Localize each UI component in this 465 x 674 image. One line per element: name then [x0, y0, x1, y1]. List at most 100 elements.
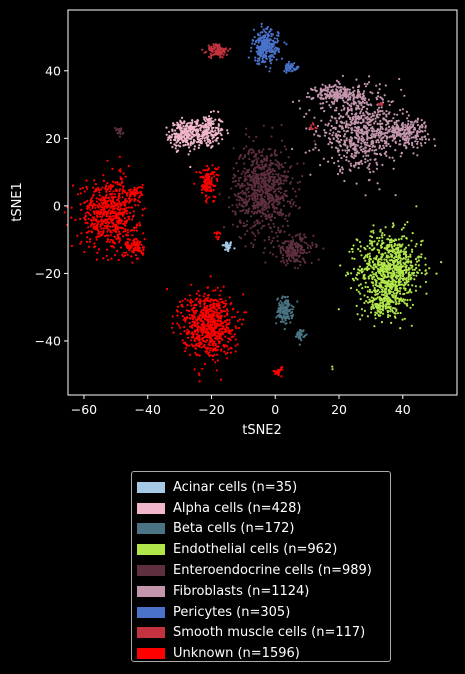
data-point: [139, 186, 142, 189]
data-point: [305, 242, 308, 245]
data-point: [214, 118, 217, 121]
data-point: [348, 88, 351, 91]
data-point: [340, 86, 343, 89]
data-point: [343, 86, 346, 89]
data-point: [366, 262, 369, 265]
data-point: [401, 123, 404, 126]
data-point: [368, 288, 371, 291]
data-point: [372, 268, 375, 271]
data-point: [375, 148, 378, 151]
data-point: [259, 187, 262, 190]
data-point: [388, 259, 391, 262]
data-point: [98, 212, 102, 215]
data-point: [242, 205, 245, 208]
data-point: [140, 243, 143, 246]
data-point: [107, 215, 110, 218]
data-point: [186, 135, 189, 138]
data-point: [138, 201, 141, 204]
data-point: [85, 179, 88, 182]
data-point: [108, 217, 111, 220]
data-point: [283, 171, 286, 174]
data-point: [102, 220, 105, 223]
data-point: [355, 112, 358, 115]
data-point: [369, 242, 372, 245]
data-point: [323, 134, 326, 137]
data-point: [93, 179, 96, 182]
data-point: [208, 55, 211, 59]
data-point: [288, 309, 291, 312]
data-point: [270, 199, 273, 202]
data-point: [116, 227, 119, 230]
data-point: [280, 306, 283, 309]
data-point: [383, 261, 386, 264]
data-point: [388, 292, 391, 295]
data-point: [366, 255, 369, 259]
data-point: [330, 85, 333, 89]
data-point: [91, 216, 94, 219]
data-point: [250, 194, 253, 197]
data-point: [405, 127, 408, 130]
data-point: [333, 100, 336, 103]
data-point: [195, 133, 198, 136]
data-point: [404, 246, 407, 249]
data-point: [386, 268, 389, 271]
data-point: [342, 104, 345, 107]
data-point: [253, 43, 256, 46]
data-point: [369, 258, 372, 261]
data-point: [98, 194, 101, 197]
data-point: [165, 126, 168, 129]
data-point: [86, 211, 89, 214]
data-point: [375, 271, 378, 274]
data-point: [186, 122, 189, 125]
data-point: [267, 198, 270, 201]
data-point: [350, 112, 354, 115]
data-point: [402, 298, 405, 301]
data-point: [138, 224, 141, 227]
data-point: [381, 290, 385, 293]
data-point: [270, 194, 273, 197]
data-point: [308, 126, 311, 129]
data-point: [377, 141, 380, 144]
data-point: [240, 172, 243, 175]
data-point: [262, 148, 265, 151]
data-point: [266, 42, 269, 45]
data-point: [99, 199, 102, 202]
data-point: [341, 166, 344, 169]
data-point: [181, 315, 184, 318]
data-point: [124, 224, 127, 227]
data-point: [294, 335, 298, 338]
data-point: [280, 174, 283, 177]
data-point: [418, 126, 422, 129]
data-point: [349, 287, 353, 290]
data-point: [421, 138, 424, 141]
data-point: [359, 101, 363, 105]
data-point: [119, 176, 122, 179]
data-point: [257, 189, 260, 192]
data-point: [374, 120, 377, 123]
data-point: [269, 54, 272, 57]
data-point: [106, 258, 110, 261]
data-point: [349, 162, 352, 165]
data-point: [292, 203, 295, 206]
data-point: [376, 122, 379, 125]
data-point: [116, 181, 119, 184]
data-point: [354, 126, 357, 129]
data-point: [275, 231, 278, 234]
data-point: [207, 140, 210, 143]
data-point: [275, 194, 278, 197]
data-point: [420, 123, 423, 126]
data-point: [122, 172, 125, 175]
data-point: [357, 166, 360, 169]
data-point: [355, 129, 358, 132]
data-point: [258, 151, 261, 154]
data-point: [277, 226, 280, 229]
data-point: [176, 136, 179, 139]
data-point: [332, 131, 335, 134]
data-point: [341, 74, 344, 77]
data-point: [258, 59, 261, 62]
data-point: [254, 224, 257, 227]
data-point: [368, 255, 371, 258]
data-point: [310, 87, 313, 90]
data-point: [324, 86, 328, 89]
data-point: [398, 302, 401, 305]
